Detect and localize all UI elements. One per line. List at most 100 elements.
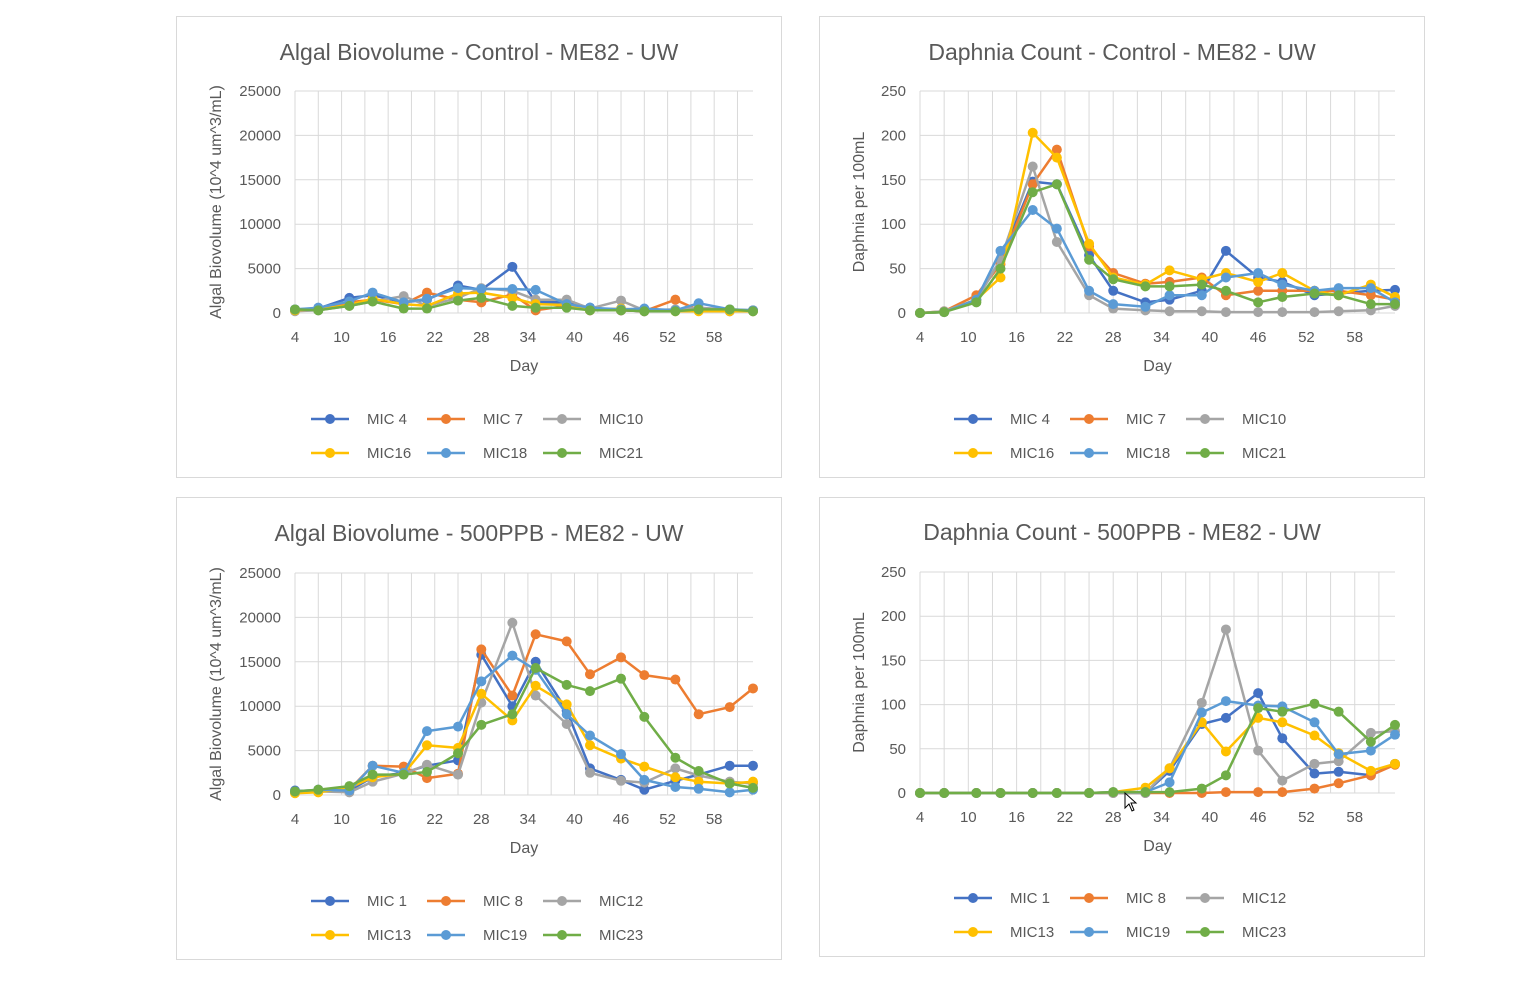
chart-daphnia-control: Daphnia Count - Control - ME82 - UW 0 50 10… [851,39,1400,462]
chart-title: Algal Biovolume - 500PPB - ME82 - UW [274,520,683,546]
x-tick-label: 22 [1057,809,1074,826]
data-point [1277,268,1288,279]
legend-label: MIC 8 [1126,890,1166,907]
data-point [915,788,925,798]
y-tick-label: 20000 [239,127,281,144]
y-tick-label: 50 [889,261,906,278]
data-point [1164,787,1175,798]
data-point [1196,290,1207,301]
x-tick-label: 4 [916,809,924,826]
data-point [639,761,650,772]
data-point [670,752,681,763]
data-point [1253,276,1264,287]
data-point [1220,696,1231,707]
x-tick-label: 46 [1250,809,1267,826]
data-point [561,709,572,720]
data-point [584,669,595,680]
legend-label: MIC 4 [1010,411,1050,428]
legend-label: MIC 1 [1010,890,1050,907]
data-point [693,776,704,787]
legend-label: MIC21 [1242,445,1286,462]
legend-item: MIC12 [543,893,643,910]
data-point [1253,787,1264,798]
data-point [1365,736,1376,747]
data-point [995,788,1006,798]
data-point [670,674,681,685]
y-tick-label: 200 [881,608,906,625]
chart-panel-daphnia-control: Daphnia Count - Control - ME82 - UW 0 50 10… [819,16,1425,478]
data-point [939,307,950,318]
data-point [398,303,409,314]
data-point [1365,283,1376,294]
legend-label: MIC 8 [483,893,523,910]
y-tick-label: 5000 [248,743,281,760]
legend-label: MIC 4 [367,411,407,428]
data-point [290,304,300,315]
y-tick-label: 20000 [239,609,281,626]
x-tick-label: 46 [1250,329,1267,346]
data-point [1220,746,1231,757]
data-point [398,769,409,780]
data-point [1333,706,1344,717]
legend-item: MIC18 [427,445,527,462]
data-point [1220,245,1231,256]
x-tick-label: 4 [291,329,299,346]
data-point [1333,306,1344,317]
data-point [1253,688,1264,699]
chart-title: Daphnia Count - 500PPB - ME82 - UW [923,519,1321,545]
data-point [1051,152,1062,163]
legend-item: MIC 1 [311,893,407,910]
data-point [616,673,627,684]
x-tick-label: 4 [916,329,924,346]
x-tick-label: 40 [1201,329,1218,346]
data-point [367,769,378,780]
legend-label: MIC12 [1242,890,1286,907]
data-point [1084,254,1095,265]
x-tick-label: 16 [1008,809,1025,826]
legend-label: MIC12 [599,893,643,910]
data-point [421,759,432,770]
legend-label: MIC21 [599,445,643,462]
data-point [530,284,541,295]
data-point [971,788,982,798]
data-point [1365,745,1376,756]
data-point [421,766,432,777]
data-point [724,760,735,771]
data-point [1277,733,1288,744]
data-point [1333,756,1344,767]
data-point [530,663,541,674]
x-tick-label: 40 [1201,809,1218,826]
legend-item: MIC18 [1070,445,1170,462]
data-point [1140,787,1151,798]
x-tick-label: 22 [426,811,443,828]
data-point [1309,698,1320,709]
data-point [1253,307,1264,318]
data-point [1220,307,1231,318]
data-point [1164,306,1175,317]
data-point [561,718,572,729]
data-point [1309,758,1320,769]
data-point [507,261,518,272]
legend-item: MIC 8 [427,893,523,910]
data-point [1164,763,1175,774]
data-point [1051,144,1062,155]
legend-item: MIC10 [1186,411,1286,428]
data-point [584,730,595,741]
data-point [1084,238,1095,249]
data-point [693,709,704,720]
series-line-mic13 [294,684,754,795]
y-tick-label: 5000 [248,261,281,278]
data-point [453,283,464,294]
chart-panel-algal-control: Algal Biovolume - Control - ME82 - UW 0 50… [176,16,782,478]
data-point [915,308,925,318]
data-point [1051,236,1062,247]
data-point [476,644,487,655]
data-point [639,774,650,785]
data-point [1333,290,1344,301]
y-tick-label: 50 [889,741,906,758]
data-point [748,683,758,694]
legend-label: MIC18 [1126,445,1170,462]
data-point [616,749,627,760]
legend-label: MIC16 [367,445,411,462]
data-point [971,297,982,308]
